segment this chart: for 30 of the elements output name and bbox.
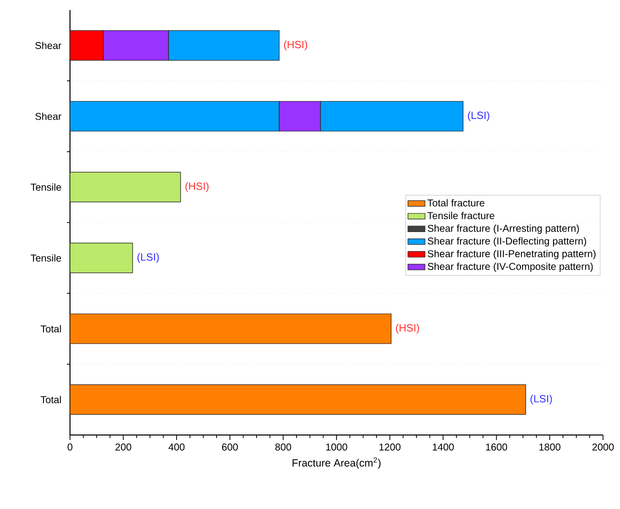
x-tick-label: 800 [275,444,292,451]
x-tick-label: 0 [68,444,72,451]
x-tick-label: 1200 [379,444,400,451]
annotation: (HSI) [396,324,420,334]
legend-label: Tensile fracture [427,212,494,220]
legend-label: Shear fracture (III-Penetrating pattern) [428,250,596,260]
annotation: (LSI) [468,111,490,122]
x-tick-label: 1000 [326,444,348,451]
x-axis-title: Fracture Area(cm$^{2}$) [292,457,381,469]
legend-label: Shear fracture (I-Arresting pattern) [428,224,579,234]
x-tick-label: 400 [168,444,185,451]
x-tick-label: 1400 [432,444,454,451]
x-tick-label: 600 [222,444,238,451]
annotation: (HSI) [284,40,308,50]
y-tick-label: Shear [35,42,62,50]
y-tick-label: Tensile [30,254,62,262]
x-tick-label: 1600 [486,444,508,451]
legend-label: Shear fracture (II-Deflecting pattern) [428,237,586,247]
y-tick-label: Total [40,325,61,332]
x-tick-label: 2000 [592,444,614,451]
legend-label: Total fracture [427,199,484,206]
annotation: (LSI) [137,253,159,263]
annotation: (LSI) [530,394,552,404]
x-tick-label: 1800 [539,444,560,451]
legend-label: Shear fracture (IV-Composite pattern) [428,262,593,272]
y-tick-label: Tensile [30,183,62,191]
x-tick-label: 200 [115,444,132,451]
y-tick-label: Total [40,396,61,404]
y-tick-label: Shear [35,112,62,120]
annotation: (HSI) [185,182,209,192]
